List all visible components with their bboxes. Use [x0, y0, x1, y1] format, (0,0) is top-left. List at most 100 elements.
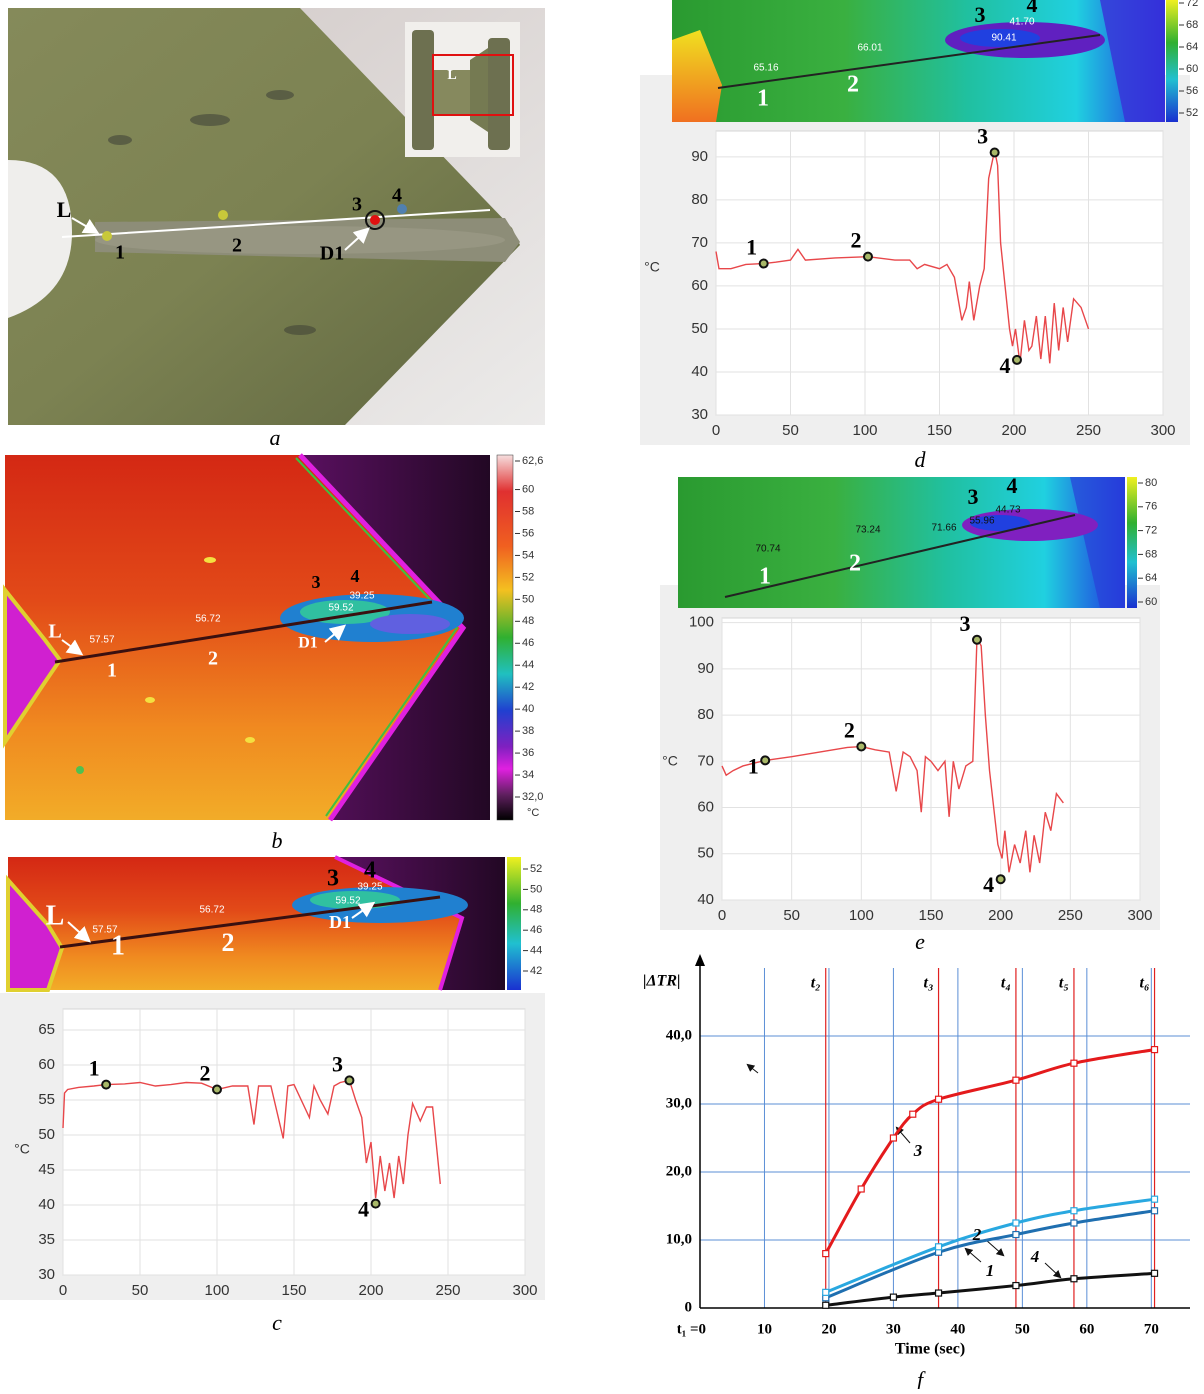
series-point — [1013, 1232, 1019, 1238]
temperature-reading: 57.57 — [92, 925, 117, 936]
series-point — [936, 1290, 942, 1296]
time-marker-label: t₅ — [1059, 975, 1069, 992]
y-tick-label: 80 — [697, 706, 714, 723]
profile-point — [997, 875, 1005, 883]
panel-label: a — [270, 425, 281, 450]
series-point — [890, 1294, 896, 1300]
temperature-reading: 56.72 — [195, 614, 220, 625]
temperature-reading: 55.96 — [969, 516, 994, 527]
x-tick-label: 250 — [435, 1282, 460, 1299]
y-tick-label: 20,0 — [666, 1163, 692, 1179]
colorbar-tick-label: 52 — [522, 571, 534, 583]
x-tick-label: 30 — [886, 1321, 901, 1337]
colorbar-tick-label: 46 — [522, 637, 534, 649]
colorbar-tick-label: 62,6 — [522, 455, 543, 467]
y-tick-label: 0 — [685, 1299, 693, 1315]
colorbar-tick-label: 44 — [530, 945, 542, 957]
colorbar-tick-label: 50 — [530, 883, 542, 895]
x-tick-label: 0 — [712, 422, 720, 439]
thermal-strip-e — [678, 477, 1137, 608]
x-axis-label: Time (sec) — [895, 1341, 965, 1358]
profile-point — [1013, 356, 1021, 364]
image-annotation: 2 — [847, 72, 859, 98]
image-annotation: 1 — [759, 564, 771, 590]
x-tick-label: 10 — [757, 1321, 772, 1337]
series-point — [1071, 1220, 1077, 1226]
profile-point — [864, 253, 872, 261]
y-tick-label: 90 — [691, 148, 708, 165]
series-point — [936, 1096, 942, 1102]
x-tick-label: t₁ =0 — [677, 1321, 706, 1337]
colorbar-tick-label: 34 — [522, 769, 534, 781]
colorbar-tick-label: 52 — [1186, 107, 1198, 119]
temperature-reading: 65.16 — [753, 63, 778, 74]
page: L1234D1LaL1234D157.5756.7239.2559.5262,6… — [0, 0, 1204, 1389]
image-annotation: 2 — [849, 551, 861, 577]
temperature-reading: 56.72 — [199, 905, 224, 916]
series-point — [1071, 1276, 1077, 1282]
x-tick-label: 50 — [783, 907, 800, 924]
colorbar-tick-label: 60 — [522, 483, 534, 495]
panel-label: c — [272, 1310, 282, 1335]
point-label: 4 — [999, 353, 1010, 378]
y-axis-label: °C — [14, 1141, 30, 1157]
point-label: 1 — [89, 1056, 100, 1081]
image-annotation: L — [447, 68, 456, 83]
y-tick-label: 35 — [38, 1231, 55, 1248]
image-annotation: 4 — [392, 185, 402, 207]
x-tick-label: 50 — [132, 1282, 149, 1299]
point-label: 2 — [200, 1061, 211, 1086]
profile-point — [102, 1081, 110, 1089]
figure: L1234D1LaL1234D157.5756.7239.2559.5262,6… — [0, 0, 1204, 1389]
colorbar-tick-label: 40 — [522, 703, 534, 715]
x-tick-label: 20 — [821, 1321, 836, 1337]
series-point — [858, 1186, 864, 1192]
image-annotation: 2 — [232, 235, 242, 257]
time-marker-label: t₆ — [1140, 975, 1150, 992]
series-point — [936, 1244, 942, 1250]
y-tick-label: 100 — [689, 614, 714, 631]
image-annotation: 1 — [107, 660, 117, 682]
panel-label: d — [915, 447, 927, 472]
image-annotation: L — [48, 621, 61, 643]
x-tick-label: 50 — [782, 422, 799, 439]
y-tick-label: 10,0 — [666, 1231, 692, 1247]
x-tick-label: 200 — [1001, 422, 1026, 439]
temperature-reading: 39.25 — [357, 882, 382, 893]
image-annotation: 4 — [1007, 473, 1018, 498]
point-label: 3 — [977, 124, 988, 149]
temperature-reading: 44.73 — [995, 505, 1020, 516]
image-annotation: 3 — [327, 866, 339, 892]
image-annotation: 1 — [115, 242, 125, 264]
point-label: 2 — [850, 228, 861, 253]
y-tick-label: 40 — [38, 1196, 55, 1213]
x-tick-label: 40 — [950, 1321, 965, 1337]
x-tick-label: 300 — [1150, 422, 1175, 439]
series-point — [823, 1302, 829, 1308]
y-tick-label: 50 — [38, 1126, 55, 1143]
time-marker-label: t₄ — [1001, 975, 1011, 992]
x-tick-label: 250 — [1076, 422, 1101, 439]
colorbar-tick-label: 54 — [522, 549, 534, 561]
series-label: 1 — [986, 1261, 995, 1280]
temperature-reading: 39.25 — [349, 591, 374, 602]
colorbar-tick-label: 60 — [1145, 596, 1157, 608]
series-label: 2 — [972, 1225, 982, 1244]
x-tick-label: 200 — [358, 1282, 383, 1299]
colorbar-tick-label: 50 — [522, 593, 534, 605]
temperature-reading: 71.66 — [931, 523, 956, 534]
x-tick-label: 100 — [849, 907, 874, 924]
temperature-reading: 70.74 — [755, 544, 780, 555]
profile-point — [973, 636, 981, 644]
point-label: 4 — [983, 872, 994, 897]
y-tick-label: 50 — [691, 320, 708, 337]
series-point — [823, 1251, 829, 1257]
y-axis-label: °C — [644, 259, 660, 275]
series-point — [823, 1289, 829, 1295]
time-marker-label: t₃ — [924, 975, 934, 992]
series-curve — [826, 1050, 1155, 1254]
x-tick-label: 150 — [918, 907, 943, 924]
panel-label: e — [915, 929, 925, 954]
image-annotation: D1 — [329, 912, 351, 932]
thermal-strip-d — [672, 0, 1178, 122]
